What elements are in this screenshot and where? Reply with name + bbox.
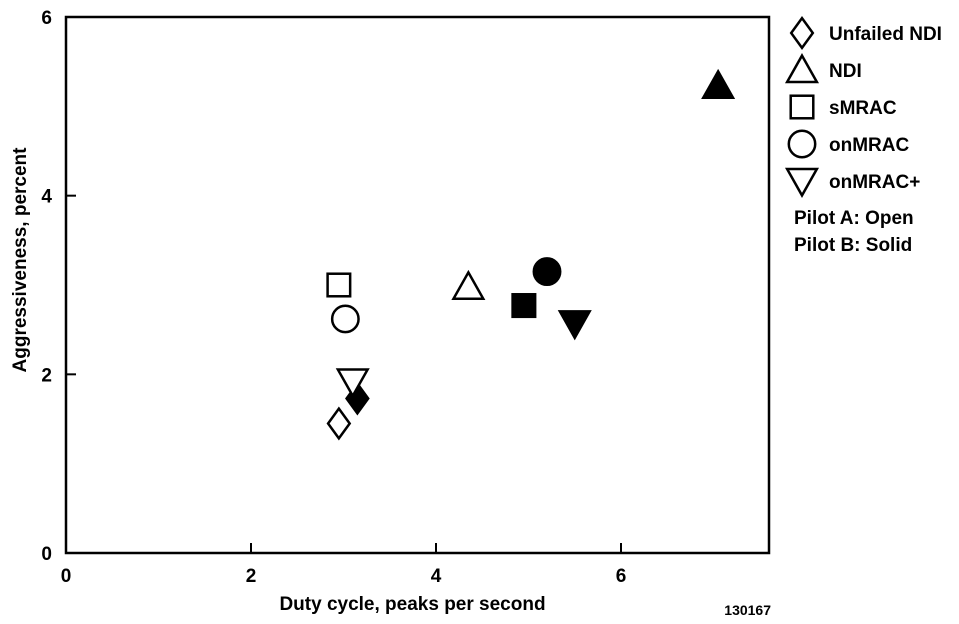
y-axis-label: Aggressiveness, percent bbox=[10, 147, 31, 373]
y-tick-label: 4 bbox=[41, 187, 52, 208]
legend-marker-ndi bbox=[784, 53, 820, 84]
point-smrac-pilot-b bbox=[511, 293, 537, 319]
legend-note: Pilot B: Solid bbox=[794, 235, 912, 256]
legend-marker-unfailed-ndi bbox=[789, 15, 815, 51]
point-onmrac-pilot-b bbox=[557, 310, 592, 341]
x-tick-label: 6 bbox=[616, 566, 627, 587]
x-tick-label: 2 bbox=[246, 566, 257, 587]
point-ndi-pilot-a bbox=[451, 269, 486, 301]
y-tick-label: 2 bbox=[41, 365, 52, 386]
x-axis-label: Duty cycle, peaks per second bbox=[279, 594, 545, 615]
legend-label: NDI bbox=[829, 61, 862, 82]
legend: Unfailed NDI NDI sMRAC onMRAC onMRAC+ Pilot A… bbox=[784, 15, 942, 256]
point-smrac-pilot-a bbox=[326, 272, 352, 298]
point-onmrac-pilot-a bbox=[335, 368, 370, 399]
point-ndi-pilot-b bbox=[701, 68, 736, 100]
y-tick-label: 0 bbox=[41, 544, 52, 565]
legend-note: Pilot A: Open bbox=[794, 208, 914, 229]
axes: 0 2 4 6 0 2 4 6 bbox=[41, 8, 771, 587]
legend-label: onMRAC bbox=[829, 135, 909, 156]
legend-marker-smrac bbox=[789, 94, 815, 120]
x-tick-label: 0 bbox=[61, 566, 72, 587]
x-tick-label: 4 bbox=[431, 566, 442, 587]
figure-id: 130167 bbox=[724, 602, 771, 618]
plot-frame bbox=[64, 15, 771, 555]
legend-label: Unfailed NDI bbox=[829, 24, 942, 45]
legend-label: onMRAC+ bbox=[829, 172, 920, 193]
legend-marker-onmrac bbox=[784, 167, 820, 198]
point-unfailed-ndi-pilot-a bbox=[326, 406, 352, 441]
legend-label: sMRAC bbox=[829, 98, 897, 119]
legend-marker-onmrac bbox=[787, 129, 817, 159]
y-tick-label: 6 bbox=[41, 8, 52, 29]
point-onmrac-pilot-a bbox=[330, 304, 360, 334]
point-onmrac-pilot-b bbox=[532, 257, 562, 287]
data-marks bbox=[326, 68, 736, 441]
